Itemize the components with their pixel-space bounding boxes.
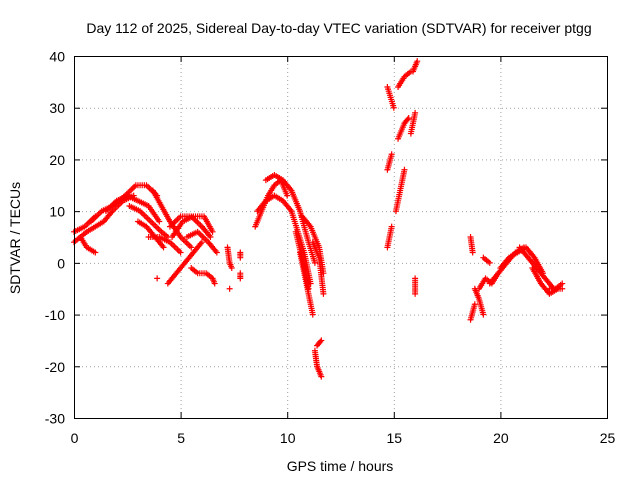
y-axis-label: SDTVAR / TECUs: [7, 182, 23, 294]
data-point-marker: [154, 275, 161, 282]
satellite-track: [102, 192, 163, 225]
data-point-marker: [228, 265, 235, 272]
data-point-marker: [198, 239, 205, 246]
satellite-track: [412, 275, 419, 297]
x-tick-label: 20: [493, 430, 509, 446]
y-tick-label: 20: [49, 152, 65, 168]
satellite-track: [237, 270, 244, 282]
data-point-marker: [318, 337, 325, 344]
x-tick-label: 0: [71, 430, 79, 446]
y-tick-label: 30: [49, 100, 65, 116]
data-point-marker: [388, 223, 395, 230]
data-point-marker: [237, 254, 244, 261]
plot-frame: [74, 56, 608, 419]
satellite-track: [384, 84, 397, 111]
data-point-marker: [177, 249, 184, 256]
data-point-marker: [188, 244, 195, 251]
y-tick-label: 0: [57, 255, 65, 271]
chart-title: Day 112 of 2025, Sidereal Day-to-day VTE…: [86, 20, 591, 36]
satellite-track: [154, 275, 161, 282]
satellite-track: [262, 171, 318, 266]
satellite-track: [203, 270, 218, 287]
data-point-marker: [401, 166, 408, 173]
x-tick-label: 25: [600, 430, 616, 446]
satellite-track: [546, 280, 566, 292]
data-point-marker: [92, 249, 99, 256]
satellite-track: [384, 223, 395, 251]
data-point-marker: [318, 373, 325, 380]
x-tick-label: 5: [177, 430, 185, 446]
data-point-marker: [237, 275, 244, 282]
satellite-track: [169, 213, 216, 240]
data-point-marker: [405, 115, 412, 122]
satellite-track: [392, 166, 408, 215]
satellite-track: [467, 234, 476, 256]
grid-lines: [74, 56, 607, 418]
satellite-track: [183, 228, 220, 256]
data-point-marker: [412, 109, 419, 116]
satellite-track: [224, 244, 235, 272]
satellite-track: [311, 347, 325, 380]
satellite-track: [407, 109, 419, 137]
satellite-track: [149, 187, 195, 251]
data-point-marker: [284, 192, 291, 199]
data-point-marker: [480, 311, 487, 318]
satellite-track: [226, 285, 233, 292]
satellite-track: [188, 265, 208, 277]
data-point-marker: [207, 234, 214, 240]
y-tick-label: 40: [49, 49, 65, 65]
data-point-marker: [209, 228, 216, 235]
data-point-marker: [559, 280, 566, 287]
satellite-track: [529, 265, 561, 297]
satellite-track: [145, 234, 184, 256]
satellite-track: [164, 239, 205, 287]
data-point-marker: [486, 259, 493, 266]
satellite-track: [296, 249, 316, 318]
y-tick-label: -10: [45, 307, 65, 323]
satellite-track: [471, 285, 487, 318]
satellite-track: [467, 301, 478, 323]
satellite-track: [126, 202, 171, 240]
data-point-marker: [471, 301, 478, 308]
satellite-track: [77, 234, 99, 256]
y-tick-label: -20: [45, 359, 65, 375]
satellite-track: [237, 249, 244, 261]
y-tick-label: 10: [49, 204, 65, 220]
data-point-marker: [211, 280, 218, 287]
data-point-marker: [404, 116, 411, 123]
satellite-track: [309, 239, 327, 297]
satellite-track: [409, 58, 421, 75]
data-point-marker: [156, 218, 163, 225]
data-point-marker: [388, 151, 395, 158]
data-point-marker: [390, 104, 397, 111]
data-point-marker: [226, 285, 233, 292]
data-point-marker: [414, 58, 421, 65]
data-points: [71, 58, 566, 380]
x-tick-label: 15: [387, 430, 403, 446]
satellite-track: [314, 337, 325, 349]
satellite-track: [480, 254, 493, 266]
satellite-track: [395, 115, 412, 142]
data-point-marker: [160, 244, 167, 251]
data-point-marker: [309, 311, 316, 318]
satellite-track: [384, 151, 395, 173]
satellite-track: [134, 218, 167, 251]
y-tick-label: -30: [45, 411, 65, 427]
satellite-track: [254, 192, 295, 215]
x-axis-label: GPS time / hours: [287, 458, 394, 474]
data-point-marker: [320, 290, 327, 297]
data-point-marker: [469, 249, 476, 256]
data-point-marker: [213, 249, 220, 256]
data-point-marker: [311, 259, 318, 266]
data-point-marker: [412, 290, 419, 297]
data-point-marker: [317, 338, 324, 345]
x-tick-label: 10: [280, 430, 296, 446]
